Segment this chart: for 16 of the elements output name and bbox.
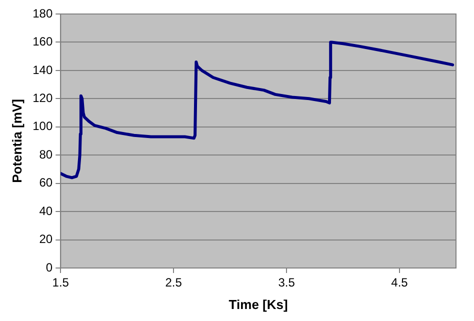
x-tick-label: 3.5 [278,276,296,290]
y-tick-label: 80 [39,147,53,162]
y-tick-label: 20 [39,232,53,246]
y-tick-label: 120 [32,90,53,105]
y-tick-label: 60 [39,176,53,190]
y-tick-label: 140 [32,62,53,77]
x-axis-title: Time [Ks] [228,296,288,312]
y-axis-title: Potentia [mV] [9,99,24,183]
y-tick-label: 100 [32,119,53,134]
y-tick-label: 40 [39,204,53,218]
x-tick-label: 2.5 [165,276,182,290]
y-tick-label: 0 [46,260,53,274]
x-tick-label: 4.5 [391,276,408,290]
y-tick-label: 160 [32,34,53,49]
y-tick-label: 180 [32,6,53,20]
x-tick-label: 1.5 [52,276,70,290]
